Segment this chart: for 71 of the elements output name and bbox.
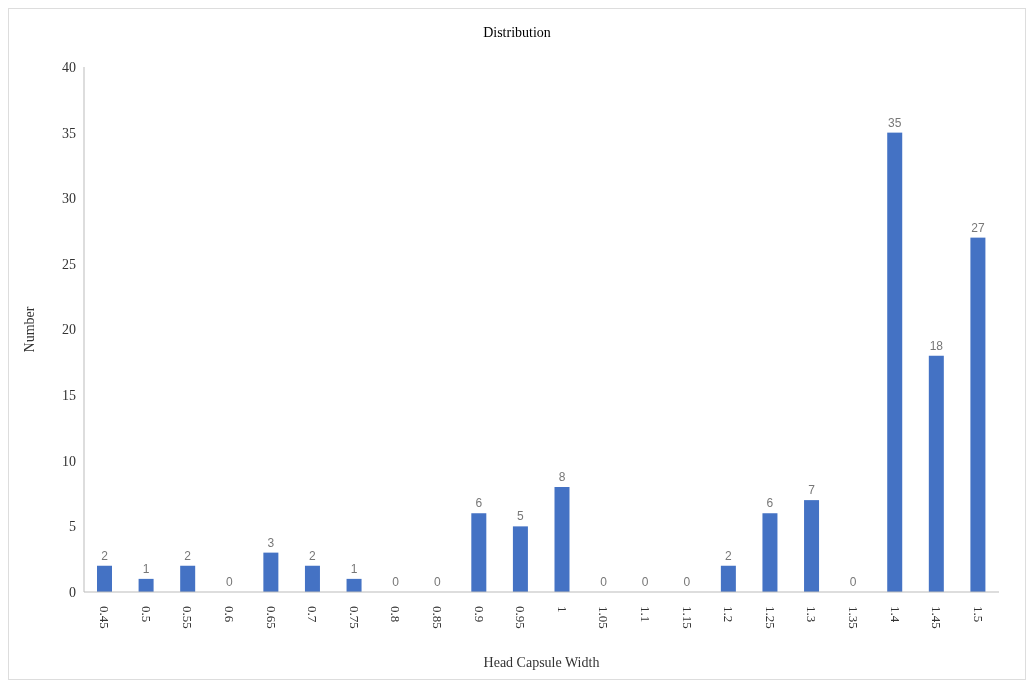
bar	[512, 526, 528, 592]
x-tick-label: 1.3	[804, 606, 820, 623]
data-label: 2	[309, 548, 317, 563]
bar	[346, 578, 362, 592]
data-label: 0	[849, 575, 857, 589]
y-axis-title: Number	[21, 306, 37, 353]
bar	[97, 565, 112, 592]
x-tick-label: 0.6	[222, 606, 238, 623]
x-axis-title: Head Capsule Width	[483, 655, 600, 670]
data-label: 3	[267, 535, 275, 550]
bar	[928, 355, 944, 592]
x-tick-label: 0.45	[97, 606, 113, 629]
y-tick-label: 40	[62, 59, 76, 75]
x-tick-label: 1	[554, 606, 570, 613]
data-label: 0	[225, 575, 233, 589]
data-label: 2	[101, 548, 109, 563]
x-tick-label: 0.9	[471, 606, 487, 623]
x-tick-label: 0.65	[263, 606, 279, 629]
bar	[887, 132, 903, 592]
x-tick-label: 1.15	[679, 606, 695, 629]
data-label: 0	[433, 575, 441, 589]
y-tick-label: 35	[62, 125, 76, 141]
x-tick-label: 0.95	[513, 606, 529, 629]
y-tick-label: 15	[62, 388, 76, 404]
bar	[762, 513, 778, 592]
x-tick-label: 1.05	[596, 606, 612, 629]
y-tick-label: 0	[69, 584, 76, 600]
data-label: 6	[766, 496, 774, 511]
bar	[263, 552, 279, 592]
data-label: 0	[600, 575, 608, 589]
x-tick-label: 0.8	[388, 606, 404, 623]
y-tick-label: 25	[62, 256, 76, 272]
bar	[304, 565, 320, 592]
data-label: 2	[184, 548, 192, 563]
bar	[804, 500, 820, 592]
data-label: 1	[350, 561, 358, 576]
data-label: 7	[808, 483, 816, 498]
data-label: 8	[558, 470, 566, 484]
x-tick-label: 1.1	[637, 606, 653, 623]
data-label: 5	[517, 509, 525, 524]
bar	[138, 578, 154, 592]
data-label: 1	[142, 561, 150, 576]
x-tick-label: 0.85	[430, 606, 446, 629]
data-label: 6	[475, 496, 483, 511]
x-tick-label: 0.5	[138, 606, 154, 623]
x-tick-label: 1.45	[929, 606, 945, 629]
data-label: 0	[392, 575, 400, 589]
bar	[471, 513, 487, 592]
y-tick-label: 5	[69, 519, 76, 535]
bar	[970, 237, 986, 592]
x-tick-label: 0.75	[346, 606, 362, 629]
chart-title: Distribution	[482, 24, 552, 42]
data-label: 27	[971, 220, 985, 235]
y-tick-label: 30	[62, 191, 76, 207]
x-tick-label: 1.5	[970, 606, 986, 623]
y-tick-label: 20	[62, 322, 76, 338]
x-tick-label: 0.7	[305, 606, 321, 623]
x-tick-label: 1.35	[845, 606, 861, 629]
data-label: 0	[641, 575, 649, 589]
bar	[180, 565, 196, 592]
y-tick-label: 10	[62, 453, 76, 469]
data-label: 18	[929, 338, 944, 353]
bar	[554, 487, 570, 592]
x-tick-label: 1.2	[721, 606, 737, 623]
data-label: 2	[725, 548, 733, 563]
x-tick-label: 0.55	[180, 606, 196, 629]
x-tick-label: 1.25	[762, 606, 778, 629]
bar	[720, 565, 736, 592]
x-tick-label: 1.4	[887, 606, 903, 623]
data-label: 0	[683, 575, 691, 589]
data-label: 35	[888, 115, 902, 130]
